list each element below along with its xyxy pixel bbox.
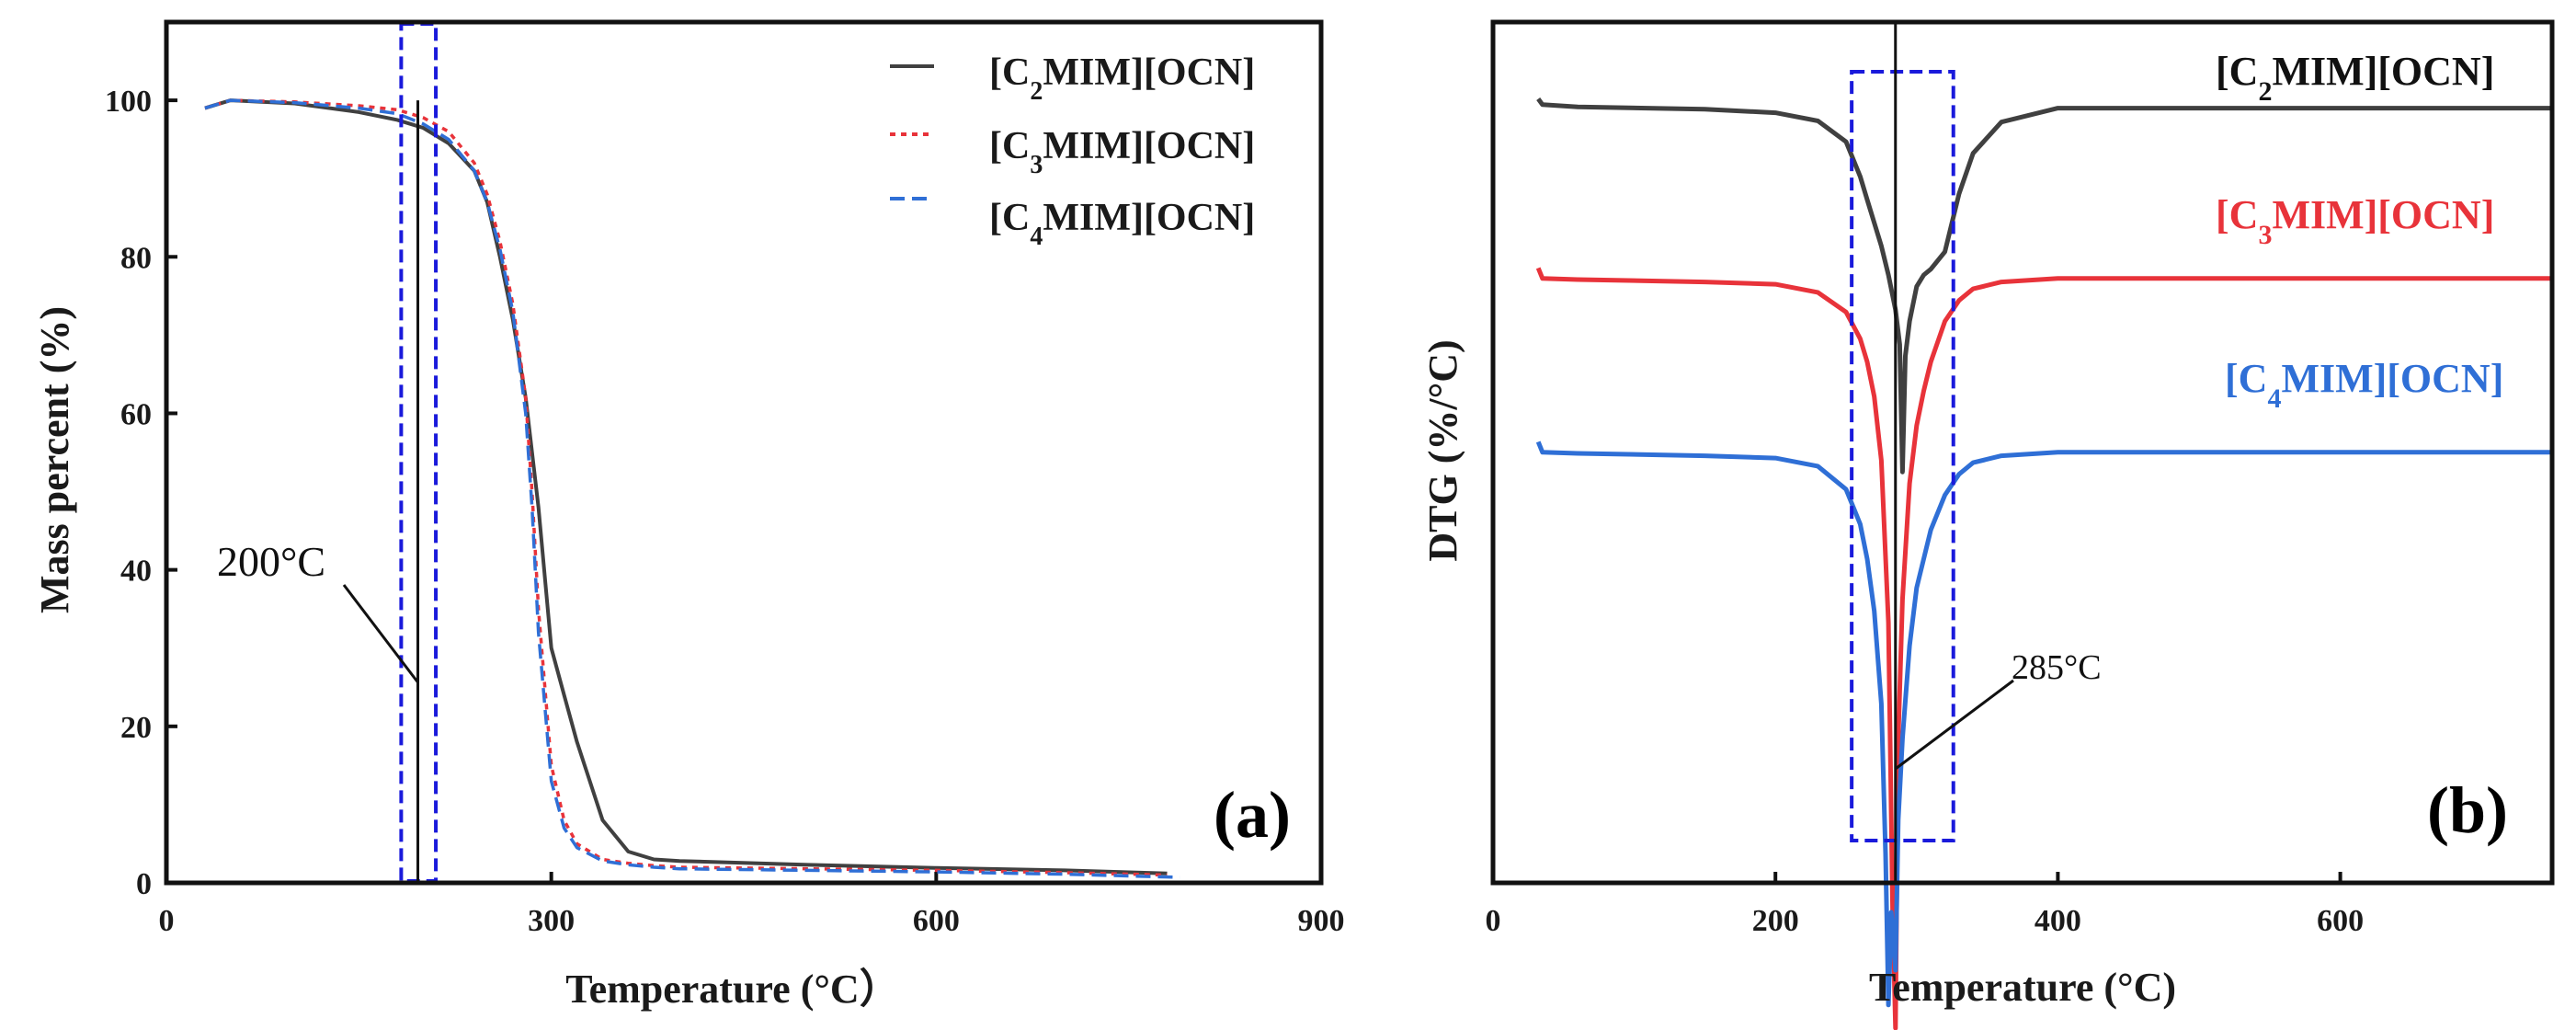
panel-b-series-line-3 [1535,267,2552,1030]
legend-c4-label: [C4MIM][OCN] [989,197,1255,251]
panel-a-ytick-label: 60 [120,397,152,431]
panel-a-series-line-4 [204,98,1180,879]
panel-a-series-line-2 [204,98,1168,876]
panel-b-xtick-label: 0 [1486,904,1501,938]
panel-b-tag: (b) [2427,773,2508,847]
panel-b-series-line-2 [1536,97,2552,475]
panel-a-ticks: 0 300 600 900 0 20 40 60 80 100 [105,85,1345,938]
panel-a-tag: (a) [1214,778,1291,852]
dtg-label-c3: [C3MIM][OCN] [2216,192,2494,250]
panel-a-xtick-label: 900 [1298,904,1345,938]
legend-c3-label: [C3MIM][OCN] [989,125,1255,179]
panel-a-ytick-label: 80 [120,241,152,275]
panel-a-ytick-label: 0 [136,867,152,901]
dtg-label-c4: [C4MIM][OCN] [2225,356,2503,414]
panel-a-xlabel: Temperature (°C） [565,967,899,1012]
panel-a-xtick-label: 300 [528,904,575,938]
dtg-label-c2: [C2MIM][OCN] [2216,49,2494,107]
panel-a-ytick-label: 100 [105,85,152,119]
panel-a-ytick-label: 20 [120,711,152,745]
panel-a-ytick-label: 40 [120,555,152,589]
legend-c2-label: [C2MIM][OCN] [989,52,1255,106]
panel-b-annotation-pointer [1894,679,2014,771]
panel-b-series [1535,97,2552,1030]
panel-b-xtick-label: 200 [1752,904,1799,938]
panel-b-frame [1490,19,2555,886]
panel-a-frame [164,19,1324,886]
panel-b-annotation-285c: 285°C [2012,648,2102,687]
panel-b-xlabel: Temperature (°C) [1869,965,2176,1010]
panel-b-ylabel: DTG (%/°C) [1420,339,1465,561]
panel-a-xtick-label: 0 [159,904,175,938]
panel-a-xtick-label: 600 [913,904,960,938]
panel-b-highlight-box [1850,70,1955,842]
panel-b-series-line-4 [1535,441,2552,1008]
panel-a-series [204,98,1180,879]
panel-b-xtick-label: 400 [2035,904,2081,938]
panel-a-legend: [C2MIM][OCN] [C3MIM][OCN] [C4MIM][OCN] [890,52,1255,251]
panel-a-tga: 0 300 600 900 0 20 40 60 80 100 200°C [C2MIM][OCN… [32,19,1345,1012]
panel-a-annotation-200c: 200°C [217,538,325,585]
panel-a-annotation-pointer [342,584,419,683]
panel-a-ylabel: Mass percent (%) [32,306,77,613]
panel-b-dtg: 0 200 400 600 285°C [C2MIM][OCN] [C3MIM][OC… [1420,19,2555,1030]
panel-b-xtick-label: 600 [2317,904,2364,938]
